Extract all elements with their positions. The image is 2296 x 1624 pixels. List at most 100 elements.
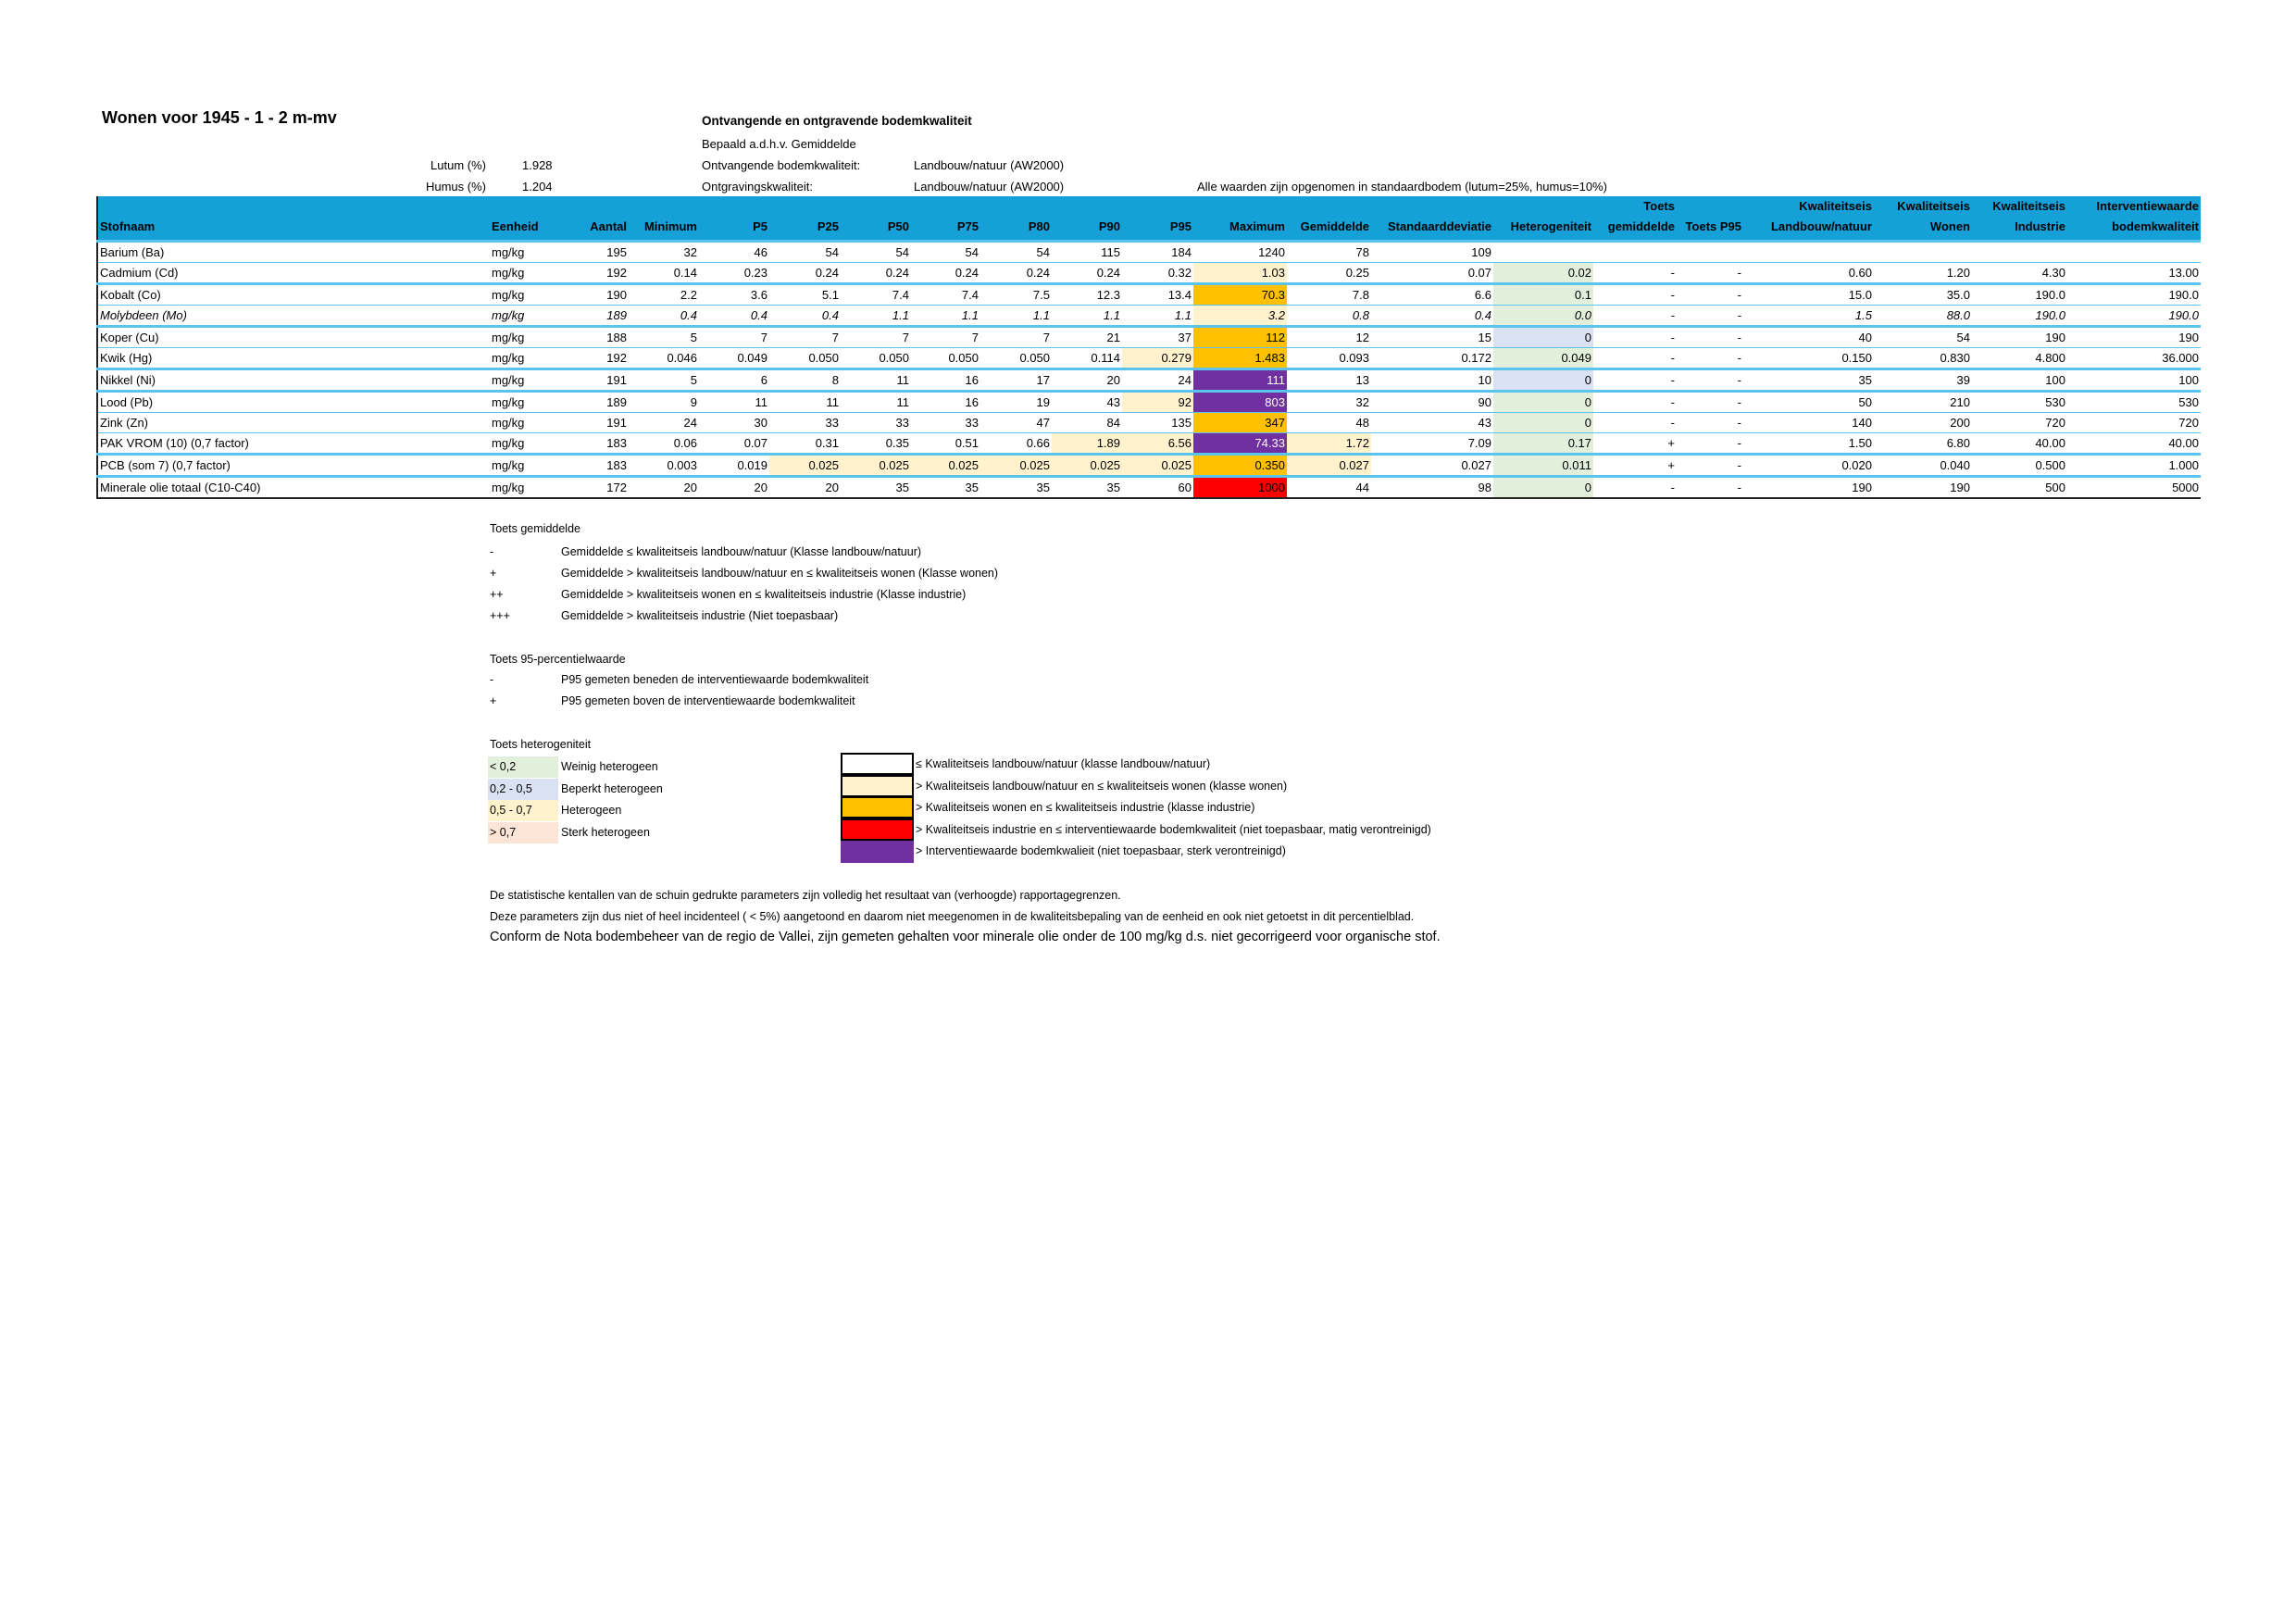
table-row: Koper (Cu) mg/kg 188 5 7 7 7 7 7 21 37 112 12 15 0- -40…: [97, 326, 2201, 348]
table-cell: mg/kg: [490, 347, 566, 370]
column-header[interactable]: Maximum: [1193, 196, 1287, 242]
column-header[interactable]: Heterogeniteit: [1493, 196, 1593, 242]
quality-color-swatch: [841, 753, 914, 775]
heterogeniteit-swatch: [488, 800, 558, 821]
column-header[interactable]: Kwaliteitseis Landbouw/natuur: [1743, 196, 1874, 242]
table-cell: 183: [566, 454, 629, 478]
table-cell: 7: [980, 326, 1052, 348]
column-header[interactable]: Eenheid: [490, 196, 566, 242]
column-header[interactable]: P25: [769, 196, 841, 242]
table-cell: 0.06: [629, 432, 699, 456]
column-header-line: gemiddelde: [1607, 219, 1675, 233]
table-cell: -: [1593, 262, 1677, 285]
table-cell: [2067, 241, 2201, 263]
table-cell: 20: [1052, 369, 1122, 393]
table-cell: 0: [1493, 326, 1593, 348]
legend-text: Weinig heterogeen: [561, 760, 658, 773]
column-header[interactable]: Standaarddeviatie: [1371, 196, 1493, 242]
table-cell: [1677, 241, 1743, 263]
table-cell: 115: [1052, 241, 1122, 263]
substance-name: Zink (Zn): [97, 412, 490, 433]
table-cell: 0.049: [699, 347, 769, 370]
table-cell: 50: [1743, 391, 1874, 413]
column-header[interactable]: Kwaliteitseis Wonen: [1874, 196, 1972, 242]
table-cell: 0.830: [1874, 347, 1972, 370]
table-cell: 0.24: [769, 262, 841, 285]
column-header[interactable]: P50: [841, 196, 911, 242]
table-cell: 530: [2067, 391, 2201, 413]
substance-name: Koper (Cu): [97, 326, 490, 348]
legend-text: Heterogeen: [561, 804, 622, 817]
heterogeniteit-swatch: [488, 778, 558, 800]
bepaald-text: Bepaald a.d.h.v. Gemiddelde: [702, 137, 856, 151]
column-header[interactable]: Toets gemiddelde: [1593, 196, 1677, 242]
table-cell: 35.0: [1874, 283, 1972, 306]
table-cell: 3.6: [699, 283, 769, 306]
legend-range: < 0,2: [490, 760, 517, 773]
table-cell: 0.025: [1122, 454, 1193, 478]
table-cell: 1.483: [1193, 347, 1287, 370]
table-cell: 189: [566, 391, 629, 413]
table-cell: 720: [2067, 412, 2201, 433]
legend-text: Beperkt heterogeen: [561, 781, 663, 795]
lutum-label: Lutum (%): [430, 158, 486, 172]
table-cell: 12: [1287, 326, 1371, 348]
table-cell: 54: [1874, 326, 1972, 348]
column-header-line: Industrie: [2015, 219, 2065, 233]
table-cell: 191: [566, 412, 629, 433]
table-cell: 184: [1122, 241, 1193, 263]
ontgraving-value: Landbouw/natuur (AW2000): [914, 180, 1065, 194]
legend-text: P95 gemeten boven de interventiewaarde b…: [561, 694, 855, 707]
table-cell: 190.0: [1972, 283, 2067, 306]
table-cell: 7.8: [1287, 283, 1371, 306]
column-header[interactable]: P95: [1122, 196, 1193, 242]
table-cell: 40.00: [2067, 432, 2201, 456]
table-row: Minerale olie totaal (C10-C40) mg/kg 172 20…: [97, 476, 2201, 499]
table-cell: 47: [980, 412, 1052, 433]
table-cell: 172: [566, 476, 629, 499]
table-cell: 0.040: [1874, 454, 1972, 478]
legend-range: 0,5 - 0,7: [490, 804, 532, 817]
column-header[interactable]: Aantal: [566, 196, 629, 242]
table-cell: 43: [1371, 412, 1493, 433]
table-cell: 190: [2067, 326, 2201, 348]
column-header[interactable]: Gemiddelde: [1287, 196, 1371, 242]
table-cell: -: [1593, 283, 1677, 306]
table-cell: 1000: [1193, 476, 1287, 499]
column-header[interactable]: P75: [911, 196, 980, 242]
table-cell: 0.172: [1371, 347, 1493, 370]
table-cell: [1593, 241, 1677, 263]
legend-symbol: +++: [490, 609, 510, 622]
table-cell: 6.56: [1122, 432, 1193, 456]
legend-range: 0,2 - 0,5: [490, 781, 532, 795]
column-header[interactable]: Kwaliteitseis Industrie: [1972, 196, 2067, 242]
column-header[interactable]: P80: [980, 196, 1052, 242]
column-header-line: Kwaliteitseis: [1992, 199, 2065, 213]
table-cell: 0.23: [699, 262, 769, 285]
table-cell: 10: [1371, 369, 1493, 393]
column-header[interactable]: P90: [1052, 196, 1122, 242]
legend-text: > Kwaliteitseis industrie en ≤ intervent…: [916, 822, 1431, 836]
column-header[interactable]: P5: [699, 196, 769, 242]
table-cell: 720: [1972, 412, 2067, 433]
table-cell: 803: [1193, 391, 1287, 413]
table-cell: 0.027: [1371, 454, 1493, 478]
table-cell: mg/kg: [490, 412, 566, 433]
table-cell: -: [1677, 369, 1743, 393]
legend-text: P95 gemeten beneden de interventiewaarde…: [561, 673, 869, 686]
table-cell: 60: [1122, 476, 1193, 499]
table-cell: 88.0: [1874, 305, 1972, 328]
table-cell: 54: [769, 241, 841, 263]
table-cell: 0.1: [1493, 283, 1593, 306]
table-cell: 1.72: [1287, 432, 1371, 456]
column-header[interactable]: Toets P95: [1677, 196, 1743, 242]
table-cell: 183: [566, 432, 629, 456]
table-cell: 33: [769, 412, 841, 433]
table-cell: 500: [1972, 476, 2067, 499]
table-cell: [1493, 241, 1593, 263]
column-header[interactable]: Stofnaam: [97, 196, 490, 242]
table-cell: -: [1677, 347, 1743, 370]
column-header[interactable]: Interventiewaarde bodemkwaliteit: [2067, 196, 2201, 242]
column-header[interactable]: Minimum: [629, 196, 699, 242]
table-cell: 192: [566, 262, 629, 285]
